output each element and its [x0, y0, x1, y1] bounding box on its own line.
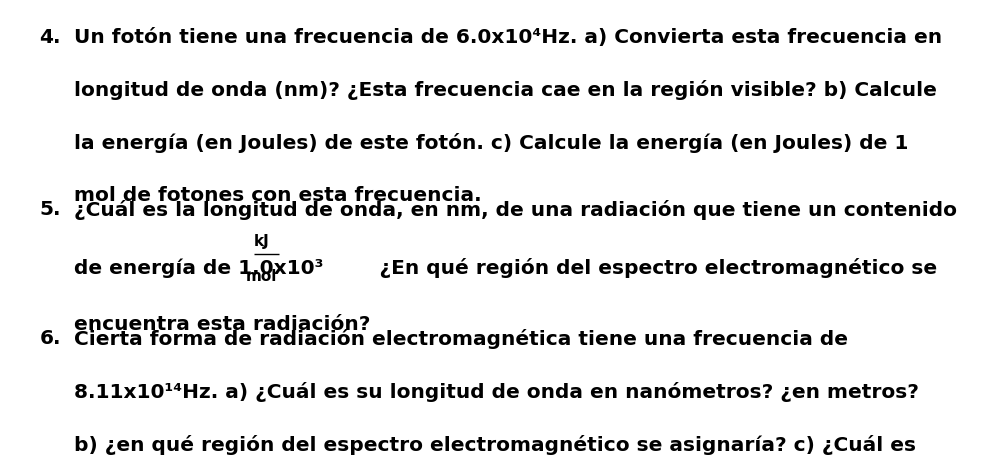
Text: encuentra esta radiación?: encuentra esta radiación?	[74, 314, 370, 333]
Text: 4.: 4.	[39, 28, 61, 46]
Text: mol: mol	[246, 269, 277, 284]
Text: de energía de 1.0x10³        ¿En qué región del espectro electromagnético se: de energía de 1.0x10³ ¿En qué región del…	[74, 257, 936, 277]
Text: ¿Cuál es la longitud de onda, en nm, de una radiación que tiene un contenido: ¿Cuál es la longitud de onda, en nm, de …	[74, 200, 956, 219]
Text: 5.: 5.	[39, 200, 61, 218]
Text: Cierta forma de radiación electromagnética tiene una frecuencia de: Cierta forma de radiación electromagnéti…	[74, 328, 847, 348]
Text: la energía (en Joules) de este fotón. c) Calcule la energía (en Joules) de 1: la energía (en Joules) de este fotón. c)…	[74, 133, 907, 153]
Text: mol de fotones con esta frecuencia.: mol de fotones con esta frecuencia.	[74, 186, 481, 205]
Text: b) ¿en qué región del espectro electromagnético se asignaría? c) ¿Cuál es: b) ¿en qué región del espectro electroma…	[74, 434, 915, 453]
Text: 8.11x10¹⁴Hz. a) ¿Cuál es su longitud de onda en nanómetros? ¿en metros?: 8.11x10¹⁴Hz. a) ¿Cuál es su longitud de …	[74, 381, 918, 401]
Text: kJ: kJ	[253, 233, 269, 248]
Text: 6.: 6.	[39, 328, 61, 347]
Text: longitud de onda (nm)? ¿Esta frecuencia cae en la región visible? b) Calcule: longitud de onda (nm)? ¿Esta frecuencia …	[74, 80, 936, 100]
Text: Un fotón tiene una frecuencia de 6.0x10⁴Hz. a) Convierta esta frecuencia en: Un fotón tiene una frecuencia de 6.0x10⁴…	[74, 28, 942, 46]
